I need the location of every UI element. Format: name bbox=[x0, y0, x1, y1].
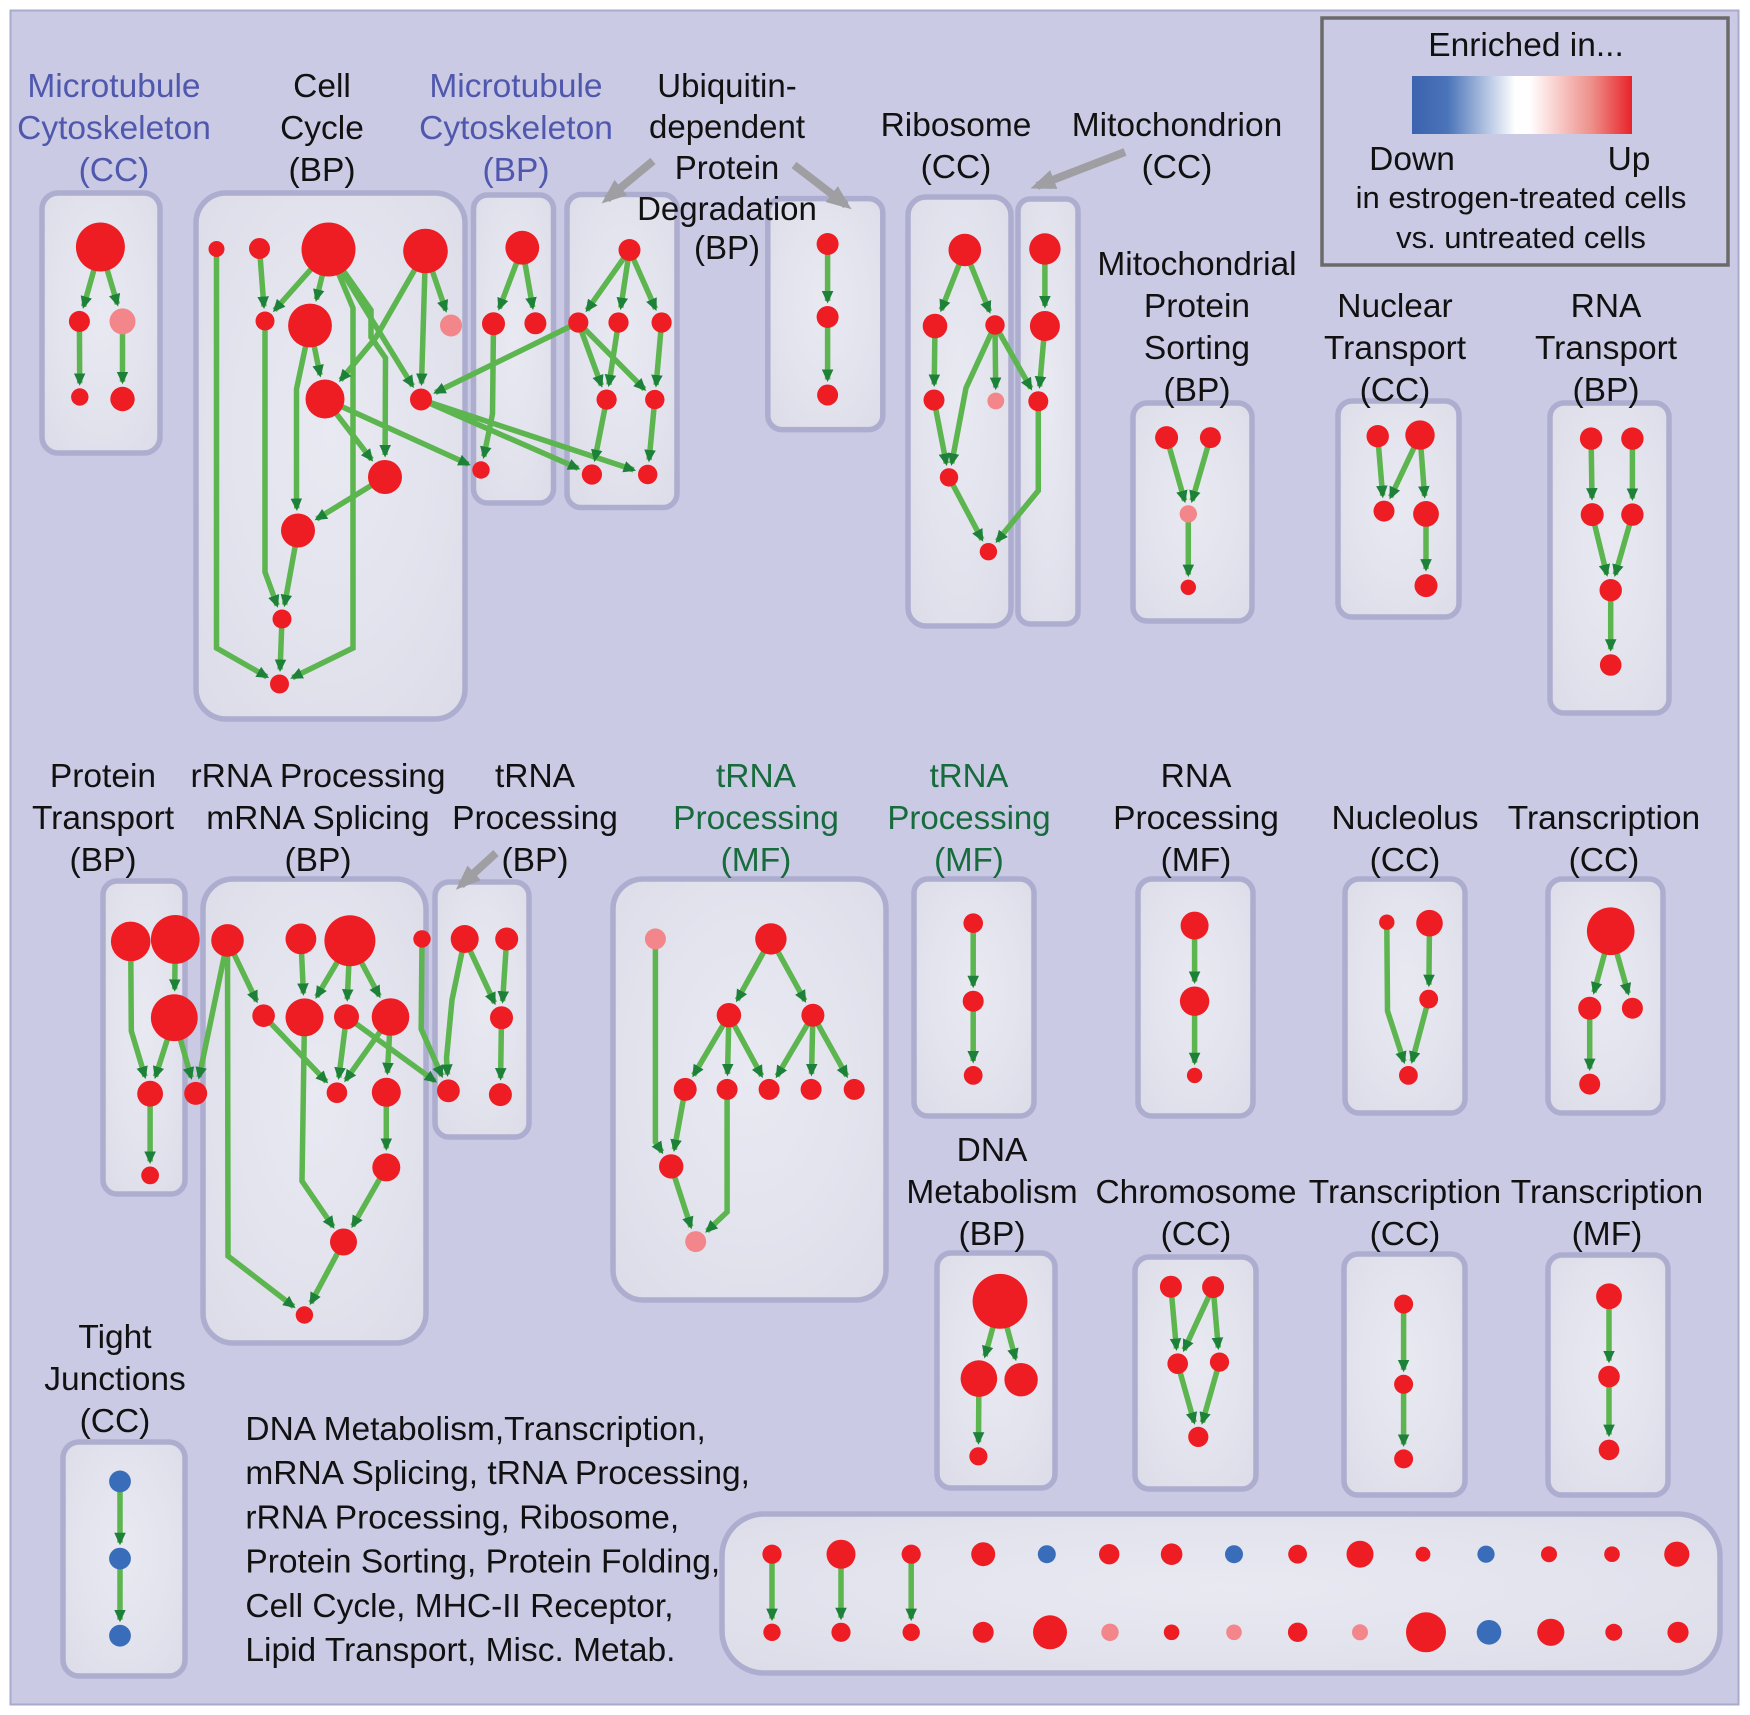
svg-text:in estrogen-treated cells: in estrogen-treated cells bbox=[1356, 180, 1687, 215]
svg-text:mRNA Splicing: mRNA Splicing bbox=[206, 800, 429, 837]
svg-text:Chromosome: Chromosome bbox=[1095, 1174, 1296, 1211]
svg-text:Protein Sorting, Protein Foldi: Protein Sorting, Protein Folding, bbox=[245, 1544, 720, 1581]
svg-text:(BP): (BP) bbox=[285, 842, 352, 879]
svg-text:Sorting: Sorting bbox=[1144, 330, 1250, 367]
svg-text:Down: Down bbox=[1369, 141, 1455, 178]
svg-text:Processing: Processing bbox=[1113, 800, 1279, 837]
svg-text:Cytoskeleton: Cytoskeleton bbox=[419, 110, 613, 147]
svg-text:Transcription: Transcription bbox=[1508, 800, 1700, 837]
svg-text:dependent: dependent bbox=[649, 108, 805, 145]
svg-text:(MF): (MF) bbox=[1161, 842, 1232, 879]
svg-text:Transcription: Transcription bbox=[1309, 1174, 1501, 1211]
svg-text:Cell: Cell bbox=[293, 68, 351, 105]
svg-text:Protein: Protein bbox=[675, 149, 780, 186]
svg-text:(CC): (CC) bbox=[1360, 372, 1431, 409]
svg-text:Enriched in...: Enriched in... bbox=[1428, 27, 1624, 64]
svg-text:vs. untreated cells: vs. untreated cells bbox=[1396, 220, 1646, 255]
svg-text:(MF): (MF) bbox=[934, 841, 1004, 878]
svg-text:Transport: Transport bbox=[1324, 330, 1467, 367]
svg-text:rRNA Processing: rRNA Processing bbox=[190, 758, 445, 795]
svg-text:Ubiquitin-: Ubiquitin- bbox=[657, 67, 796, 104]
svg-text:RNA: RNA bbox=[1161, 758, 1232, 795]
svg-text:(BP): (BP) bbox=[502, 842, 569, 879]
svg-text:Processing: Processing bbox=[452, 800, 618, 837]
svg-text:(CC): (CC) bbox=[79, 152, 150, 189]
svg-text:(BP): (BP) bbox=[70, 842, 137, 879]
svg-text:Microtubule: Microtubule bbox=[27, 68, 200, 105]
svg-text:(MF): (MF) bbox=[1572, 1216, 1643, 1253]
svg-text:(BP): (BP) bbox=[1164, 372, 1231, 409]
svg-text:Transcription: Transcription bbox=[1511, 1174, 1703, 1211]
svg-text:(MF): (MF) bbox=[721, 842, 792, 879]
svg-text:DNA: DNA bbox=[957, 1132, 1028, 1169]
svg-text:Nuclear: Nuclear bbox=[1337, 288, 1452, 325]
svg-text:Protein: Protein bbox=[50, 758, 156, 795]
svg-text:Nucleolus: Nucleolus bbox=[1331, 800, 1478, 837]
svg-text:(CC): (CC) bbox=[1142, 149, 1213, 186]
svg-text:tRNA: tRNA bbox=[716, 758, 797, 795]
svg-text:Ribosome: Ribosome bbox=[881, 107, 1032, 144]
svg-text:(CC): (CC) bbox=[1161, 1216, 1232, 1253]
svg-text:tRNA: tRNA bbox=[495, 758, 576, 795]
svg-text:Transport: Transport bbox=[32, 800, 175, 837]
svg-text:(BP): (BP) bbox=[289, 152, 356, 189]
svg-text:Protein: Protein bbox=[1144, 288, 1250, 325]
svg-text:rRNA Processing, Ribosome,: rRNA Processing, Ribosome, bbox=[245, 1499, 679, 1536]
svg-text:(CC): (CC) bbox=[1370, 1216, 1441, 1253]
svg-text:Degradation: Degradation bbox=[637, 190, 817, 227]
svg-text:Lipid Transport, Misc. Metab.: Lipid Transport, Misc. Metab. bbox=[245, 1632, 675, 1669]
svg-text:(CC): (CC) bbox=[1370, 842, 1441, 879]
svg-text:Mitochondrion: Mitochondrion bbox=[1072, 107, 1282, 144]
svg-text:(BP): (BP) bbox=[483, 152, 550, 189]
svg-text:(BP): (BP) bbox=[959, 1216, 1026, 1253]
svg-text:DNA Metabolism,Transcription,: DNA Metabolism,Transcription, bbox=[245, 1411, 705, 1448]
svg-text:Microtubule: Microtubule bbox=[429, 68, 602, 105]
svg-text:Tight: Tight bbox=[78, 1319, 152, 1356]
svg-text:(BP): (BP) bbox=[694, 229, 760, 266]
svg-text:Mitochondrial: Mitochondrial bbox=[1097, 246, 1296, 283]
svg-text:Cell Cycle, MHC-II Receptor,: Cell Cycle, MHC-II Receptor, bbox=[245, 1588, 673, 1625]
svg-text:Transport: Transport bbox=[1535, 330, 1678, 367]
svg-text:Processing: Processing bbox=[887, 799, 1050, 836]
svg-text:Cycle: Cycle bbox=[280, 110, 364, 147]
svg-text:Cytoskeleton: Cytoskeleton bbox=[17, 110, 211, 147]
svg-text:(CC): (CC) bbox=[921, 149, 992, 186]
svg-text:Junctions: Junctions bbox=[44, 1361, 186, 1398]
svg-text:(BP): (BP) bbox=[1573, 372, 1640, 409]
svg-text:Processing: Processing bbox=[673, 800, 839, 837]
svg-text:(CC): (CC) bbox=[1569, 842, 1640, 879]
svg-text:mRNA Splicing, tRNA Processing: mRNA Splicing, tRNA Processing, bbox=[245, 1455, 750, 1492]
svg-text:Metabolism: Metabolism bbox=[906, 1174, 1077, 1211]
svg-text:tRNA: tRNA bbox=[930, 757, 1009, 794]
svg-text:RNA: RNA bbox=[1571, 288, 1642, 325]
svg-text:(CC): (CC) bbox=[80, 1403, 151, 1440]
svg-text:Up: Up bbox=[1608, 141, 1651, 178]
